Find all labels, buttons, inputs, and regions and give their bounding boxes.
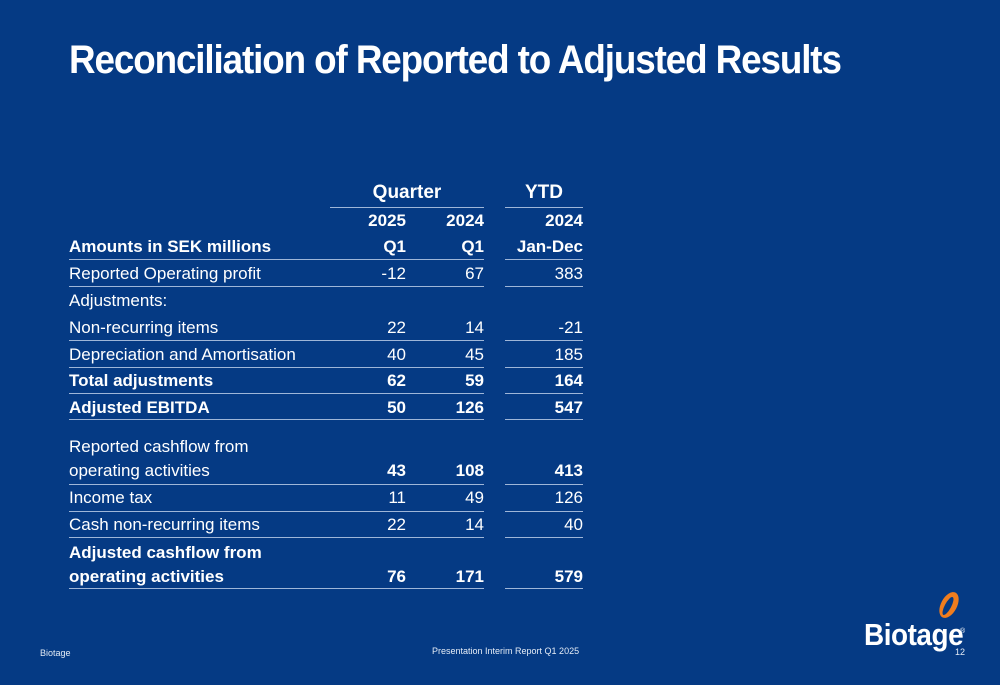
- row-label: Total adjustments: [69, 371, 214, 390]
- logo-leaf-icon: [939, 592, 959, 618]
- row-label: Non-recurring items: [69, 318, 219, 337]
- period-col-2: Q1: [461, 237, 484, 256]
- row-value: 43: [387, 461, 406, 480]
- row-value: 22: [387, 515, 406, 534]
- year-col-2: 2024: [446, 211, 484, 230]
- row-label: Cash non-recurring items: [69, 515, 260, 534]
- rule: [505, 207, 583, 208]
- row-value: 62: [387, 371, 406, 390]
- footer-presentation-title: Presentation Interim Report Q1 2025: [432, 646, 580, 656]
- page-number: 12: [955, 647, 966, 657]
- row-label: operating activities: [69, 567, 224, 586]
- row-value: 50: [387, 398, 406, 417]
- row-label: Adjustments:: [69, 291, 168, 310]
- rule: [505, 367, 583, 368]
- rule: [330, 259, 484, 260]
- row-label: operating activities: [69, 461, 210, 480]
- row-label: Adjusted EBITDA: [69, 398, 210, 417]
- rule: [330, 367, 484, 368]
- amounts-label: Amounts in SEK millions: [69, 237, 272, 256]
- row-label: Depreciation and Amortisation: [69, 345, 296, 364]
- row-label: Adjusted cashflow from: [69, 543, 262, 562]
- page-title: Reconciliation of Reported to Adjusted R…: [69, 38, 842, 82]
- row-value: 126: [455, 398, 484, 417]
- rule: [330, 207, 484, 208]
- row-value: 413: [554, 461, 583, 480]
- row-value: 126: [554, 488, 583, 507]
- row-value: 45: [465, 345, 484, 364]
- row-value: 11: [388, 488, 406, 507]
- rule: [505, 419, 583, 420]
- footer-company: Biotage: [40, 648, 71, 658]
- row-value: -21: [558, 318, 583, 337]
- rule: [330, 419, 484, 420]
- row-label: Income tax: [69, 488, 153, 507]
- row-value: 22: [387, 318, 406, 337]
- row-label: Reported cashflow from: [69, 437, 249, 456]
- rule: [69, 259, 337, 260]
- rule: [505, 340, 583, 341]
- rule: [69, 511, 337, 512]
- rule: [330, 588, 484, 589]
- rule: [330, 340, 484, 341]
- rule: [330, 484, 484, 485]
- rule: [69, 286, 337, 287]
- row-value: 14: [465, 318, 484, 337]
- rule: [505, 286, 583, 287]
- rule: [69, 367, 337, 368]
- header-quarter: Quarter: [372, 182, 442, 203]
- rule: [69, 588, 337, 589]
- rule: [505, 588, 583, 589]
- rule: [330, 286, 484, 287]
- row-value: 383: [554, 264, 583, 283]
- row-value: 49: [465, 488, 484, 507]
- rule: [505, 537, 583, 538]
- rule: [69, 393, 337, 394]
- row-value: 108: [455, 461, 484, 480]
- row-value: 59: [465, 371, 484, 390]
- year-col-3: 2024: [545, 211, 583, 230]
- row-value: 579: [554, 567, 583, 586]
- rule: [505, 484, 583, 485]
- period-col-3: Jan-Dec: [516, 237, 583, 256]
- rule: [69, 537, 337, 538]
- rule: [505, 511, 583, 512]
- rule: [330, 511, 484, 512]
- row-value: 164: [554, 371, 583, 390]
- row-value: 40: [564, 515, 583, 534]
- rule: [505, 259, 583, 260]
- header-ytd: YTD: [525, 182, 563, 203]
- logo-wordmark: Biotage: [864, 617, 964, 652]
- row-value: 547: [554, 398, 583, 417]
- rule: [505, 393, 583, 394]
- registered-mark: ®: [960, 628, 966, 635]
- row-label: Reported Operating profit: [69, 264, 261, 283]
- rule: [330, 393, 484, 394]
- row-value: -12: [381, 264, 406, 283]
- rule: [69, 419, 337, 420]
- period-col-1: Q1: [383, 237, 406, 256]
- rule: [69, 340, 337, 341]
- row-value: 185: [554, 345, 583, 364]
- year-col-1: 2025: [368, 211, 406, 230]
- rule: [330, 537, 484, 538]
- rule: [69, 484, 337, 485]
- row-value: 14: [465, 515, 484, 534]
- row-value: 40: [387, 345, 406, 364]
- row-value: 76: [387, 567, 406, 586]
- row-value: 67: [465, 264, 484, 283]
- row-value: 171: [455, 567, 484, 586]
